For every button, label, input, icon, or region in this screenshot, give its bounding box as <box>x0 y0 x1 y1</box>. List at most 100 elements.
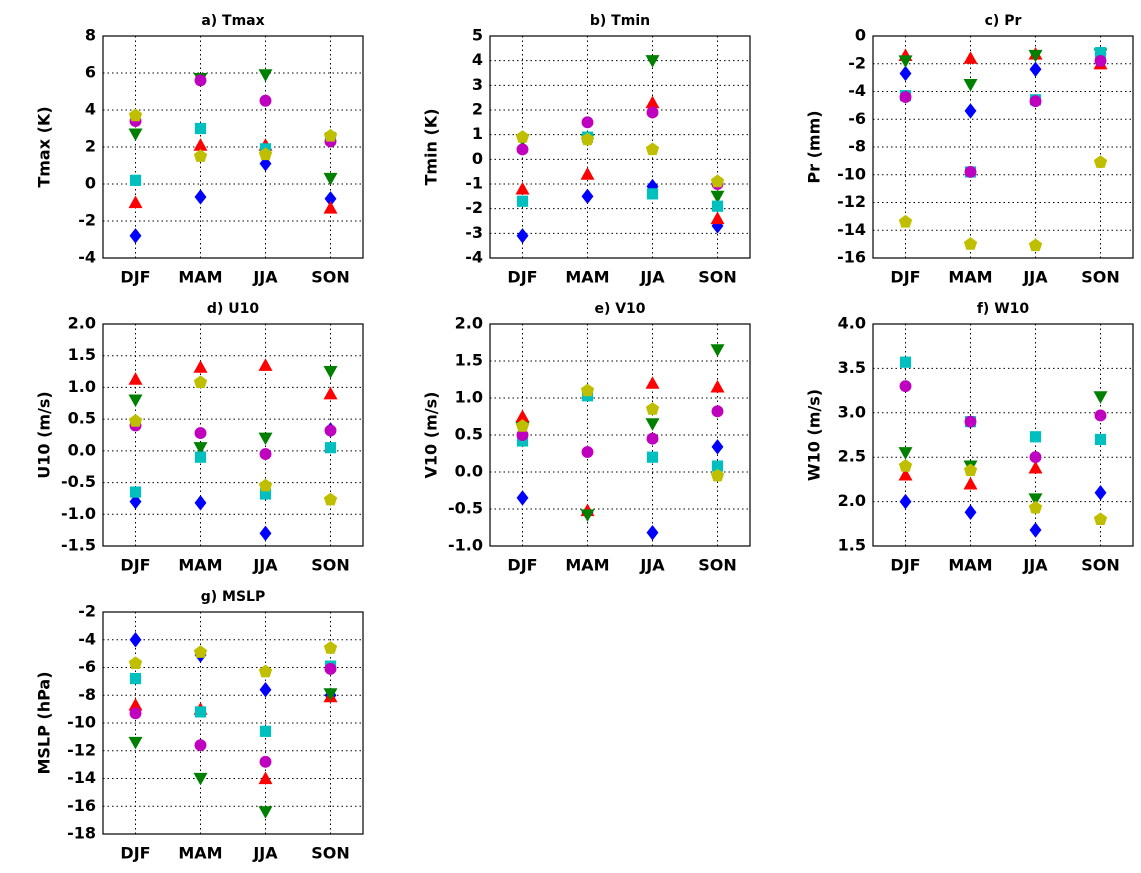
marker <box>516 228 529 244</box>
marker <box>899 65 912 82</box>
y-tick-label: -14 <box>67 768 96 787</box>
x-tick-label: SON <box>698 556 737 575</box>
marker <box>898 447 913 460</box>
y-tick-label: 0.0 <box>68 440 96 459</box>
marker <box>323 492 338 506</box>
y-tick-label: -16 <box>67 796 96 815</box>
x-tick-label: DJF <box>120 844 150 863</box>
x-tick-label: SON <box>1081 268 1120 287</box>
x-tick-label: JJA <box>252 844 278 863</box>
marker <box>1029 451 1042 464</box>
marker <box>963 476 978 490</box>
marker <box>194 495 207 511</box>
marker <box>646 451 659 463</box>
marker <box>516 429 529 441</box>
marker <box>710 344 725 357</box>
marker <box>963 463 978 477</box>
marker <box>258 664 273 678</box>
plot-frame <box>489 35 751 259</box>
marker <box>259 725 272 737</box>
y-axis-label: Tmin (K) <box>422 108 441 185</box>
marker <box>258 478 273 492</box>
marker <box>645 142 660 156</box>
x-tick-label: JJA <box>1022 556 1048 575</box>
y-tick-label: 0 <box>855 26 866 45</box>
marker <box>710 174 725 188</box>
y-tick-label: -10 <box>837 164 866 183</box>
x-tick-label: DJF <box>120 556 150 575</box>
x-tick-label: JJA <box>639 268 665 287</box>
marker <box>711 405 724 418</box>
y-tick-label: 2.0 <box>838 491 866 510</box>
y-tick-label: -8 <box>848 137 866 156</box>
marker <box>964 166 977 178</box>
marker <box>710 468 725 482</box>
marker <box>128 414 143 427</box>
marker <box>194 706 207 718</box>
x-tick-label: DJF <box>890 556 920 575</box>
marker <box>194 427 207 440</box>
x-tick-label: SON <box>311 268 350 287</box>
marker <box>1094 485 1107 501</box>
marker <box>515 409 530 423</box>
y-tick-label: 2 <box>472 100 483 119</box>
plot-frame <box>489 323 751 547</box>
y-tick-label: 6 <box>85 63 96 82</box>
marker <box>323 201 338 214</box>
marker <box>515 419 530 432</box>
marker <box>324 442 337 454</box>
marker <box>128 195 143 209</box>
marker <box>323 365 338 379</box>
marker <box>515 181 530 195</box>
marker <box>1094 409 1107 422</box>
y-axis-label: U10 (m/s) <box>35 391 54 479</box>
y-axis-label: Pr (mm) <box>805 110 824 183</box>
marker <box>515 130 530 143</box>
marker <box>899 493 912 510</box>
panel-title: f) W10 <box>977 301 1030 317</box>
y-tick-label: -1 <box>465 174 483 193</box>
x-tick-label: JJA <box>252 268 278 287</box>
marker <box>323 128 338 142</box>
y-tick-label: 4 <box>85 100 96 119</box>
y-tick-label: -1.0 <box>61 504 96 523</box>
marker <box>193 360 208 373</box>
panel-title: e) V10 <box>594 301 645 317</box>
panel-title: b) Tmin <box>590 13 650 29</box>
panel-title: a) Tmax <box>201 13 264 29</box>
y-tick-label: -4 <box>848 81 866 100</box>
y-tick-label: -4 <box>465 248 483 267</box>
marker <box>1028 493 1043 506</box>
marker <box>646 432 659 445</box>
x-tick-label: MAM <box>178 556 222 575</box>
marker <box>1093 155 1108 168</box>
x-tick-label: MAM <box>178 844 222 863</box>
marker <box>581 446 594 458</box>
marker <box>129 174 142 186</box>
y-tick-label: 5 <box>472 26 483 45</box>
y-tick-label: -12 <box>67 740 96 759</box>
marker <box>898 214 913 228</box>
marker <box>1093 512 1108 526</box>
plot-frame <box>102 611 364 835</box>
marker <box>898 459 913 472</box>
marker <box>963 51 978 64</box>
marker <box>259 682 272 698</box>
marker <box>710 190 725 204</box>
marker <box>194 189 207 205</box>
marker <box>128 108 143 122</box>
marker <box>711 200 724 212</box>
x-tick-label: MAM <box>948 268 992 287</box>
x-tick-label: JJA <box>639 556 665 575</box>
marker <box>963 78 978 92</box>
marker <box>580 383 595 397</box>
marker <box>1028 238 1043 252</box>
marker <box>964 415 977 428</box>
y-tick-label: 3 <box>472 75 483 94</box>
marker <box>129 707 142 720</box>
marker <box>581 116 594 129</box>
marker <box>324 424 337 437</box>
y-tick-label: -16 <box>837 248 866 267</box>
marker <box>128 697 143 711</box>
y-tick-label: 2 <box>85 137 96 156</box>
